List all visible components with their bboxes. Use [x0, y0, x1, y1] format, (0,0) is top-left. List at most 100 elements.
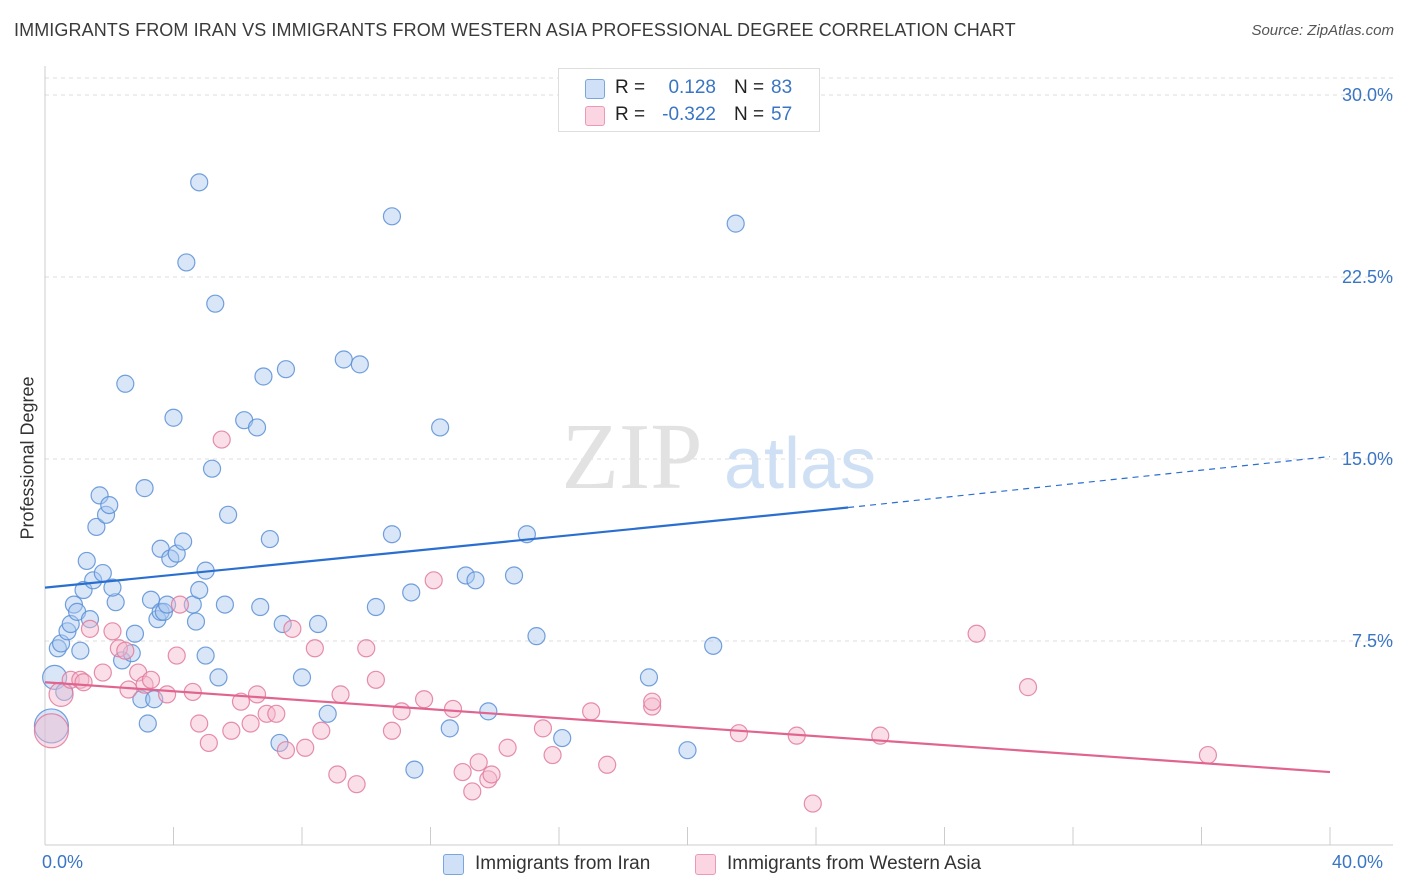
western-asia-point: [222, 721, 241, 740]
iran-point: [440, 719, 459, 738]
iran-point: [402, 583, 421, 602]
western-asia-point: [199, 733, 218, 753]
x-tick-max: 40.0%: [1332, 852, 1384, 872]
iran-point: [116, 374, 135, 393]
iran-point: [270, 733, 289, 753]
western-asia-point: [283, 619, 302, 638]
western-asia-point: [533, 719, 553, 738]
iran-point: [276, 360, 296, 379]
iran-point: [553, 728, 572, 748]
western-asia-point: [276, 741, 296, 760]
western-asia-point: [482, 765, 501, 784]
western-asia-point: [157, 685, 177, 704]
iran-point: [209, 668, 228, 687]
western-asia-point: [170, 595, 190, 614]
iran-point: [726, 214, 745, 233]
western-asia-point: [598, 755, 617, 774]
watermark: ZIP atlas: [562, 405, 877, 509]
western-asia-point: [312, 721, 331, 740]
iran-point: [202, 459, 222, 478]
iran-point: [93, 563, 112, 583]
western-asia-point: [469, 753, 488, 772]
iran-point: [215, 595, 234, 614]
western-asia-point: [1198, 745, 1218, 765]
iran-point: [125, 624, 145, 643]
iran-point: [87, 517, 106, 537]
chart-title: IMMIGRANTS FROM IRAN VS IMMIGRANTS FROM …: [14, 20, 1016, 40]
iran-point: [251, 597, 270, 617]
iran-point: [135, 479, 154, 498]
western-asia-point: [331, 685, 350, 704]
iran-point: [382, 207, 402, 226]
western-asia-point: [366, 670, 385, 689]
western-asia-point: [414, 690, 434, 709]
iran-point: [318, 704, 337, 723]
watermark-zip: ZIP: [562, 405, 703, 509]
iran-point: [174, 532, 193, 551]
legend-r-label: R =: [615, 104, 646, 125]
iran-point: [219, 505, 238, 524]
iran-point: [74, 580, 93, 600]
iran-point: [350, 355, 369, 374]
western-asia-point: [231, 692, 251, 711]
bottom-legend-swatch-iran: [443, 854, 464, 875]
iran-point: [527, 627, 546, 646]
iran-trend-line: [44, 506, 849, 589]
iran-point: [84, 571, 103, 590]
iran-point: [106, 593, 125, 612]
iran-point: [366, 597, 385, 617]
iran-point: [308, 614, 328, 634]
legend-r-label: R =: [615, 77, 646, 98]
western-asia-point: [443, 699, 463, 719]
western-asia-point: [453, 762, 472, 782]
western-asia-point: [328, 765, 347, 784]
iran-point: [48, 639, 67, 658]
western-asia-point: [103, 622, 122, 641]
iran-trend-extension: [848, 455, 1331, 509]
iran-point: [260, 529, 279, 549]
western-asia-point: [543, 745, 562, 765]
source-label: Source: ZipAtlas.com: [1251, 22, 1394, 39]
western-asia-point: [167, 646, 186, 665]
iran-point: [80, 610, 100, 629]
iran-point: [190, 173, 209, 192]
iran-point: [504, 566, 524, 585]
western-asia-point: [141, 670, 161, 689]
legend-n-label: N =: [734, 104, 765, 125]
western-asia-point: [267, 704, 286, 723]
iran-point: [431, 418, 450, 437]
western-asia-point: [967, 624, 986, 643]
iran-point: [456, 566, 475, 585]
legend-row-iran: R = 0.128 N = 83: [559, 74, 819, 102]
y-tick-labels: 7.5% 15.0% 22.5% 30.0%: [1342, 85, 1393, 651]
legend-n-value: 57: [771, 104, 793, 125]
western-asia-point: [463, 782, 482, 801]
iran-point: [90, 486, 109, 505]
iran-point: [103, 578, 122, 597]
y-tick-label: 15.0%: [1342, 449, 1393, 469]
iran-point: [254, 367, 273, 386]
bottom-legend-label-iran: Immigrants from Iran: [475, 853, 651, 874]
correlation-legend: R = 0.128 N = 83 R = -0.322 N = 57: [558, 68, 820, 132]
y-tick-label: 22.5%: [1342, 267, 1393, 287]
iran-point: [704, 636, 723, 655]
western-asia-point: [190, 714, 209, 733]
western-asia-point: [80, 619, 100, 638]
western-asia-point: [212, 430, 231, 449]
western-asia-point: [479, 770, 498, 789]
iran-point: [33, 708, 70, 744]
legend-n-value: 83: [771, 77, 793, 98]
grid-lines: [45, 77, 1393, 642]
western-asia-point: [643, 692, 662, 711]
iran-point: [196, 646, 215, 665]
iran-point: [77, 551, 96, 571]
iran-point: [164, 408, 183, 427]
iran-point: [186, 612, 206, 631]
legend-swatch-western-asia: [585, 106, 605, 126]
bottom-legend-label-western-asia: Immigrants from Western Asia: [727, 853, 982, 874]
western-asia-point: [296, 738, 315, 757]
legend-r-value: 0.128: [668, 77, 716, 98]
western-asia-point: [1018, 678, 1038, 697]
western-asia-point: [74, 673, 93, 692]
iran-point: [382, 525, 402, 544]
